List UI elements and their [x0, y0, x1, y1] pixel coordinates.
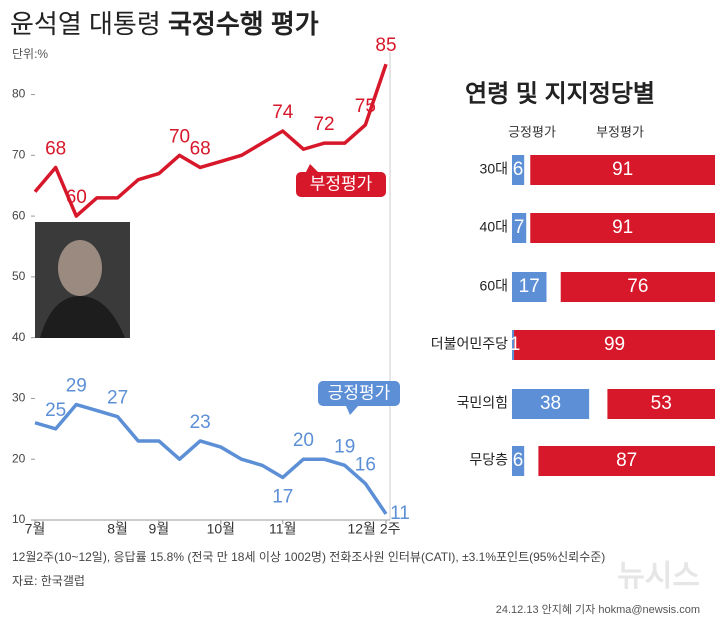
- series-callout: [296, 172, 386, 197]
- value-label: 29: [66, 376, 87, 397]
- y-tick-label: 20: [12, 451, 26, 465]
- category-label: 무당층: [469, 452, 508, 468]
- bar: [538, 446, 715, 476]
- title-bold: 국정수행 평가: [168, 9, 319, 39]
- callout-pointer: [346, 406, 358, 415]
- callout-pointer: [306, 164, 318, 172]
- column-header: 부정평가: [596, 124, 644, 139]
- value-label: 19: [334, 436, 355, 457]
- y-tick-label: 70: [12, 147, 26, 161]
- value-label: 75: [355, 96, 376, 117]
- bar: [512, 272, 547, 302]
- category-label: 60대: [480, 278, 508, 294]
- value-label: 6: [513, 450, 524, 471]
- value-label: 25: [45, 400, 66, 421]
- y-tick-label: 10: [12, 512, 26, 526]
- value-label: 70: [169, 126, 190, 147]
- title-light: 윤석열 대통령: [10, 9, 161, 39]
- value-label: 91: [612, 159, 633, 180]
- value-label: 72: [313, 114, 334, 135]
- title: 윤석열 대통령 국정수행 평가: [10, 9, 319, 39]
- bar: [512, 155, 525, 185]
- value-label: 16: [355, 455, 376, 476]
- bar: [512, 213, 527, 243]
- legend-label: 부정평가: [310, 174, 373, 193]
- value-label: 68: [190, 138, 211, 159]
- value-label: 1: [510, 334, 521, 355]
- bar-title: 연령 및 지지정당별: [465, 80, 655, 107]
- bar: [512, 446, 525, 476]
- value-label: 11: [390, 503, 410, 524]
- photo: [35, 222, 130, 338]
- value-label: 38: [540, 393, 561, 414]
- value-label: 7: [514, 217, 525, 238]
- credit: 24.12.13 안지혜 기자 hokma@newsis.com: [496, 603, 700, 616]
- x-tick-label: 8월: [107, 521, 128, 537]
- bar: [512, 330, 515, 360]
- bar: [512, 389, 590, 419]
- value-label: 76: [627, 276, 648, 297]
- x-tick-label: 11월: [269, 521, 296, 537]
- category-label: 40대: [480, 219, 508, 235]
- value-label: 17: [519, 276, 540, 297]
- value-label: 6: [513, 159, 524, 180]
- bar: [607, 389, 715, 419]
- series-line: [33, 63, 388, 218]
- value-label: 74: [272, 102, 294, 123]
- category-label: 국민의힘: [456, 395, 508, 411]
- y-tick-label: 60: [12, 208, 26, 222]
- value-label: 85: [375, 35, 396, 56]
- footnote: 12월2주(10~12일), 응답률 15.8% (전국 만 18세 이상 10…: [12, 550, 605, 564]
- bar: [514, 330, 715, 360]
- category-label: 30대: [480, 161, 508, 177]
- y-tick-label: 30: [12, 391, 26, 405]
- value-label: 87: [616, 450, 637, 471]
- x-tick-label: 7월: [25, 521, 46, 537]
- x-tick-label: 9월: [149, 521, 170, 537]
- y-tick-label: 80: [12, 87, 26, 101]
- value-label: 27: [107, 388, 128, 409]
- y-tick-label: 50: [12, 269, 26, 283]
- x-tick-label: 12월 2주: [347, 521, 400, 537]
- bar: [530, 213, 715, 243]
- value-label: 17: [272, 486, 293, 507]
- series-callout: [318, 381, 400, 406]
- bar: [530, 155, 715, 185]
- column-header: 긍정평가: [508, 124, 556, 139]
- unit-label: 단위:%: [12, 47, 48, 61]
- y-tick-label: 40: [12, 330, 26, 344]
- source: 자료: 한국갤럽: [12, 574, 85, 588]
- value-label: 99: [604, 334, 625, 355]
- value-label: 23: [190, 412, 211, 433]
- value-label: 20: [293, 430, 314, 451]
- series-line: [34, 402, 388, 515]
- logo: 뉴시스: [617, 560, 700, 593]
- x-tick-label: 10월: [207, 521, 235, 537]
- bar: [560, 272, 715, 302]
- value-label: 91: [612, 217, 633, 238]
- value-label: 60: [66, 187, 87, 208]
- value-label: 68: [45, 138, 66, 159]
- legend-label: 긍정평가: [328, 383, 391, 402]
- value-label: 53: [651, 393, 672, 414]
- category-label: 더불어민주당: [431, 336, 508, 352]
